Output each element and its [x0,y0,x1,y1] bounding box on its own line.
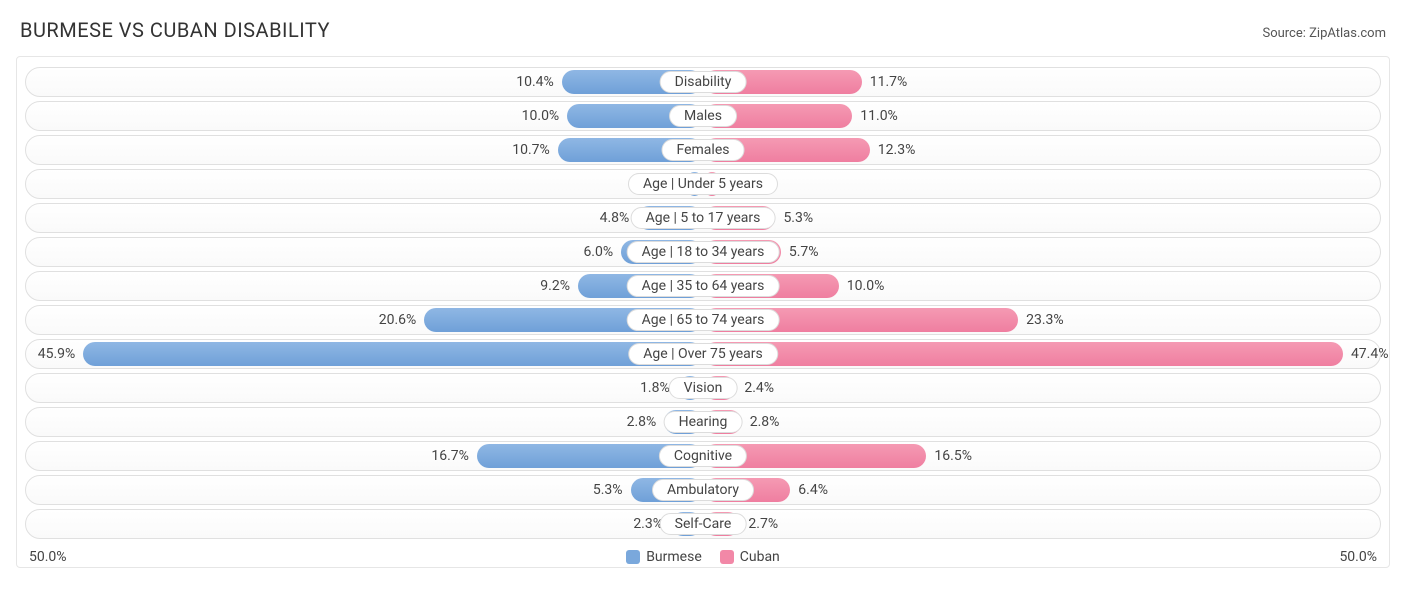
right-half: 2.4% [704,376,1378,400]
left-value-label: 16.7% [431,444,477,468]
left-value-label: 10.0% [522,104,568,128]
right-half: 6.4% [704,478,1378,502]
right-value-label: 16.5% [926,444,972,468]
category-label: Self-Care [660,513,747,535]
header: BURMESE VS CUBAN DISABILITY Source: ZipA… [16,18,1390,42]
left-bar [83,342,702,366]
legend-item-right: Cuban [720,549,780,565]
chart-row: 5.3% 6.4% Ambulatory [25,475,1381,505]
legend-label-left: Burmese [646,549,702,565]
right-half: 1.2% [704,172,1378,196]
right-half: 2.7% [704,512,1378,536]
right-value-label: 6.4% [790,478,828,502]
category-label: Age | 18 to 34 years [627,241,780,263]
right-value-label: 5.3% [775,206,813,230]
right-half: 12.3% [704,138,1378,162]
left-half: 16.7% [28,444,702,468]
right-value-label: 2.4% [736,376,774,400]
legend-item-left: Burmese [626,549,702,565]
right-half: 5.7% [704,240,1378,264]
left-half: 10.7% [28,138,702,162]
left-half: 6.0% [28,240,702,264]
legend-label-right: Cuban [740,549,780,565]
category-label: Cognitive [659,445,747,467]
right-value-label: 47.4% [1343,342,1389,366]
left-half: 1.1% [28,172,702,196]
category-label: Disability [660,71,747,93]
left-half: 4.8% [28,206,702,230]
axis-right-max: 50.0% [1339,549,1377,565]
left-half: 2.8% [28,410,702,434]
left-half: 10.4% [28,70,702,94]
category-label: Ambulatory [652,479,754,501]
left-value-label: 6.0% [583,240,621,264]
chart-row: 10.0% 11.0% Males [25,101,1381,131]
rows-container: 10.4% 11.7% Disability 10.0% 11.0% Males 10.7%… [19,67,1387,539]
right-value-label: 12.3% [870,138,916,162]
chart-row: 6.0% 5.7%Age | 18 to 34 years [25,237,1381,267]
right-value-label: 11.0% [852,104,898,128]
left-value-label: 5.3% [593,478,631,502]
left-value-label: 10.7% [512,138,558,162]
right-half: 10.0% [704,274,1378,298]
right-half: 47.4% [704,342,1378,366]
chart-row: 1.1%1.2%Age | Under 5 years [25,169,1381,199]
category-label: Hearing [664,411,743,433]
chart-row: 45.9% 47.4%Age | Over 75 years [25,339,1381,369]
category-label: Age | 65 to 74 years [627,309,780,331]
legend-swatch-right [720,550,734,564]
chart-area: 10.4% 11.7% Disability 10.0% 11.0% Males 10.7%… [16,56,1390,568]
right-half: 5.3% [704,206,1378,230]
chart-row: 1.8% 2.4%Vision [25,373,1381,403]
right-value-label: 2.8% [742,410,780,434]
left-value-label: 9.2% [540,274,578,298]
chart-row: 9.2% 10.0% Age | 35 to 64 years [25,271,1381,301]
right-half: 16.5% [704,444,1378,468]
category-label: Age | 35 to 64 years [627,275,780,297]
left-half: 5.3% [28,478,702,502]
left-half: 20.6% [28,308,702,332]
chart-title: BURMESE VS CUBAN DISABILITY [20,18,330,42]
left-value-label: 10.4% [516,70,562,94]
legend: Burmese Cuban [626,549,780,565]
category-label: Age | Over 75 years [628,343,778,365]
right-value-label: 10.0% [839,274,885,298]
right-half: 23.3% [704,308,1378,332]
right-half: 11.7% [704,70,1378,94]
axis-left-max: 50.0% [29,549,67,565]
legend-swatch-left [626,550,640,564]
left-half: 2.3% [28,512,702,536]
source-attribution: Source: ZipAtlas.com [1262,26,1386,41]
chart-footer: 50.0% Burmese Cuban 50.0% [19,543,1387,565]
right-value-label: 11.7% [862,70,908,94]
right-half: 11.0% [704,104,1378,128]
category-label: Females [662,139,745,161]
right-value-label: 23.3% [1018,308,1064,332]
right-half: 2.8% [704,410,1378,434]
left-value-label: 20.6% [379,308,425,332]
left-half: 10.0% [28,104,702,128]
left-half: 9.2% [28,274,702,298]
chart-row: 16.7% 16.5% Cognitive [25,441,1381,471]
chart-row: 2.3%2.7%Self-Care [25,509,1381,539]
category-label: Age | Under 5 years [628,173,778,195]
chart-row: 10.7% 12.3% Females [25,135,1381,165]
left-half: 1.8% [28,376,702,400]
category-label: Age | 5 to 17 years [631,207,776,229]
chart-row: 20.6% 23.3% Age | 65 to 74 years [25,305,1381,335]
category-label: Vision [669,377,738,399]
left-value-label: 45.9% [38,342,84,366]
right-value-label: 5.7% [781,240,819,264]
left-half: 45.9% [28,342,702,366]
chart-row: 2.8% 2.8%Hearing [25,407,1381,437]
category-label: Males [669,105,737,127]
left-value-label: 2.8% [627,410,665,434]
right-bar [704,342,1343,366]
chart-row: 4.8% 5.3%Age | 5 to 17 years [25,203,1381,233]
chart-row: 10.4% 11.7% Disability [25,67,1381,97]
